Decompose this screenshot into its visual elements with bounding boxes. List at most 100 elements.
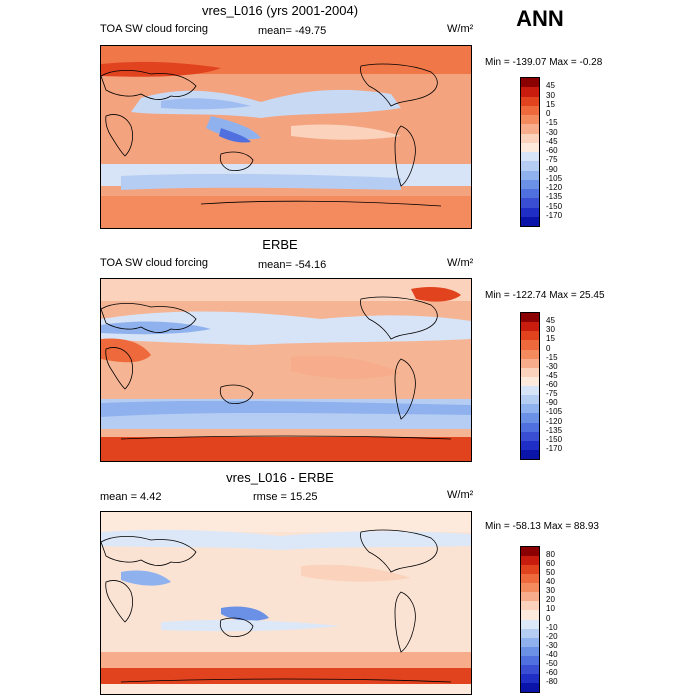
colorbar-segment bbox=[521, 556, 539, 566]
colorbar-segment bbox=[521, 207, 539, 217]
colorbar-segment bbox=[521, 655, 539, 665]
colorbar-tick-label: -15 bbox=[546, 118, 558, 128]
colorbar-tick-label: -90 bbox=[546, 398, 558, 408]
colorbar-segment bbox=[521, 124, 539, 134]
colorbar-tick-label: -60 bbox=[546, 380, 558, 389]
colorbar-tick-label: 45 bbox=[546, 81, 555, 91]
colorbar-segment bbox=[521, 340, 539, 350]
colorbar-tick-label: 50 bbox=[546, 568, 555, 578]
colorbar-tick-label: -75 bbox=[546, 155, 558, 165]
panel-2-colorbar bbox=[520, 312, 540, 460]
season-label: ANN bbox=[516, 6, 564, 31]
colorbar-tick-label: 80 bbox=[546, 550, 555, 560]
colorbar-tick-label: -150 bbox=[546, 434, 563, 444]
colorbar-segment bbox=[521, 198, 539, 208]
colorbar-segment bbox=[521, 592, 539, 602]
colorbar-tick-label: -30 bbox=[546, 127, 558, 137]
colorbar-tick-label: -40 bbox=[546, 649, 558, 659]
panel-2-title: ERBE bbox=[262, 237, 298, 252]
colorbar-tick-label: 0 bbox=[546, 613, 551, 623]
colorbar-segment bbox=[521, 601, 539, 611]
colorbar-segment bbox=[521, 358, 539, 368]
colorbar-tick-label: -15 bbox=[546, 352, 558, 362]
colorbar-segment bbox=[521, 313, 539, 323]
colorbar-segment bbox=[521, 422, 539, 432]
panel-1-map-svg bbox=[101, 46, 471, 228]
colorbar-tick-label: -120 bbox=[546, 416, 563, 426]
colorbar-segment bbox=[521, 646, 539, 656]
panel-3-mean-label: mean = 4.42 bbox=[100, 491, 162, 503]
colorbar-tick-label: -10 bbox=[546, 622, 558, 632]
colorbar-tick-label: -20 bbox=[546, 631, 558, 641]
panel-1-colorbar bbox=[520, 77, 540, 227]
colorbar-segment bbox=[521, 673, 539, 683]
colorbar-segment bbox=[521, 413, 539, 423]
colorbar-segment bbox=[521, 664, 539, 674]
panel-2-map-svg bbox=[101, 279, 471, 461]
colorbar-tick-label: -90 bbox=[546, 164, 558, 174]
colorbar-segment bbox=[521, 170, 539, 180]
colorbar-tick-label: 30 bbox=[546, 325, 555, 335]
panel-1-map bbox=[100, 45, 472, 229]
colorbar-tick-label: 15 bbox=[546, 99, 555, 109]
colorbar-segment bbox=[521, 386, 539, 396]
colorbar-tick-label: 30 bbox=[546, 90, 555, 100]
colorbar-segment bbox=[521, 682, 539, 692]
colorbar-segment bbox=[521, 376, 539, 386]
colorbar-segment bbox=[521, 574, 539, 584]
colorbar-segment bbox=[521, 96, 539, 106]
colorbar-segment bbox=[521, 440, 539, 450]
panel-3-map bbox=[100, 511, 472, 695]
colorbar-segment bbox=[521, 628, 539, 638]
colorbar-segment bbox=[521, 349, 539, 359]
colorbar-segment bbox=[521, 105, 539, 115]
colorbar-segment bbox=[521, 179, 539, 189]
colorbar-segment bbox=[521, 87, 539, 97]
colorbar-tick-label: 20 bbox=[546, 595, 555, 605]
colorbar-segment bbox=[521, 189, 539, 199]
panel-2-minmax: Min = -122.74 Max = 25.45 bbox=[485, 290, 605, 301]
panel-2-map bbox=[100, 278, 472, 462]
colorbar-segment bbox=[521, 449, 539, 459]
panel-1-minmax: Min = -139.07 Max = -0.28 bbox=[485, 57, 603, 68]
colorbar-segment bbox=[521, 610, 539, 620]
colorbar-segment bbox=[521, 565, 539, 575]
colorbar-segment bbox=[521, 619, 539, 629]
colorbar-segment bbox=[521, 78, 539, 88]
panel-3-map-svg bbox=[101, 512, 471, 694]
colorbar-segment bbox=[521, 322, 539, 332]
colorbar-tick-label: 60 bbox=[546, 559, 555, 569]
colorbar-tick-label: -30 bbox=[546, 640, 558, 650]
colorbar-segment bbox=[521, 431, 539, 441]
colorbar-tick-label: -30 bbox=[546, 361, 558, 371]
panel-3-units: W/m² bbox=[447, 489, 474, 501]
colorbar-segment bbox=[521, 404, 539, 414]
colorbar-segment bbox=[521, 331, 539, 341]
colorbar-tick-label: -170 bbox=[546, 210, 563, 220]
colorbar-tick-label: -105 bbox=[546, 173, 563, 183]
colorbar-segment bbox=[521, 161, 539, 171]
panel-2-mean-label: mean= -54.16 bbox=[258, 259, 327, 271]
colorbar-tick-label: -135 bbox=[546, 192, 563, 202]
panel-3-title: vres_L016 - ERBE bbox=[226, 470, 334, 485]
colorbar-tick-label: 30 bbox=[546, 586, 555, 596]
colorbar-tick-label: -135 bbox=[546, 425, 563, 435]
colorbar-segment bbox=[521, 152, 539, 162]
panel-1-units: W/m² bbox=[447, 23, 474, 35]
colorbar-tick-label: 10 bbox=[546, 604, 555, 614]
colorbar-tick-label: 0 bbox=[546, 343, 551, 353]
colorbar-segment bbox=[521, 367, 539, 377]
panel-3-minmax: Min = -58.13 Max = 88.93 bbox=[485, 521, 599, 532]
colorbar-tick-label: 45 bbox=[546, 316, 555, 326]
panel-1-title: vres_L016 (yrs 2001-2004) bbox=[201, 3, 359, 18]
colorbar-segment bbox=[521, 133, 539, 143]
colorbar-tick-label: -170 bbox=[546, 443, 563, 453]
colorbar-tick-label: -80 bbox=[546, 676, 558, 686]
colorbar-tick-label: -75 bbox=[546, 389, 558, 399]
colorbar-segment bbox=[521, 583, 539, 593]
colorbar-tick-label: -60 bbox=[546, 667, 558, 677]
panel-2-units: W/m² bbox=[447, 257, 474, 269]
colorbar-tick-label: 0 bbox=[546, 109, 551, 118]
colorbar-tick-label: -60 bbox=[546, 146, 558, 155]
panel-2-left-label: TOA SW cloud forcing bbox=[100, 257, 209, 269]
